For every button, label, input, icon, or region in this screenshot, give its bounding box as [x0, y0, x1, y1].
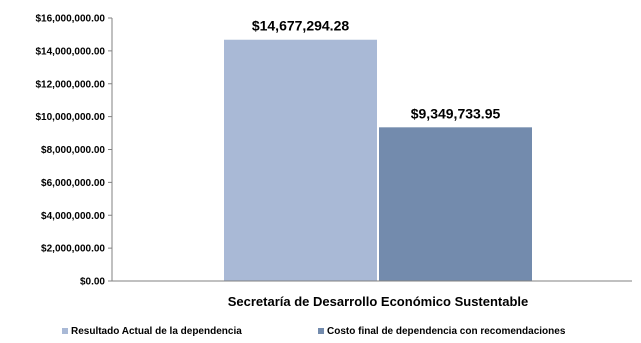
legend: Resultado Actual de la dependencia Costo … [62, 326, 566, 337]
y-axis: $0.00 $2,000,000.00 $4,000,000.00 $6,000,00… [35, 14, 113, 288]
data-label-series-1: $14,677,294.28 [252, 18, 350, 34]
category-label: Secretaría de Desarrollo Económico Suste… [228, 294, 529, 309]
data-labels: $14,677,294.28 $9,349,733.95 [252, 18, 501, 122]
y-tick-label: $10,000,000.00 [35, 112, 105, 123]
bar-series-1 [224, 39, 377, 281]
y-tick-label: $0.00 [80, 277, 105, 288]
y-tick-label: $8,000,000.00 [41, 145, 105, 156]
data-label-series-2: $9,349,733.95 [411, 105, 501, 121]
bars [224, 39, 532, 281]
legend-label-series-2: Costo final de dependencia con recomenda… [327, 326, 566, 337]
y-tick-label: $4,000,000.00 [41, 211, 105, 222]
y-tick-label: $6,000,000.00 [41, 178, 105, 189]
y-tick-label: $2,000,000.00 [41, 244, 105, 255]
y-tick-label: $12,000,000.00 [35, 79, 105, 90]
y-tick-label: $16,000,000.00 [35, 14, 105, 25]
legend-label-series-1: Resultado Actual de la dependencia [71, 326, 242, 337]
legend-swatch-series-2 [318, 328, 324, 334]
x-axis: Secretaría de Desarrollo Económico Suste… [112, 280, 632, 309]
bar-series-2 [379, 127, 532, 281]
legend-swatch-series-1 [62, 328, 68, 334]
y-tick-label: $14,000,000.00 [35, 46, 105, 57]
